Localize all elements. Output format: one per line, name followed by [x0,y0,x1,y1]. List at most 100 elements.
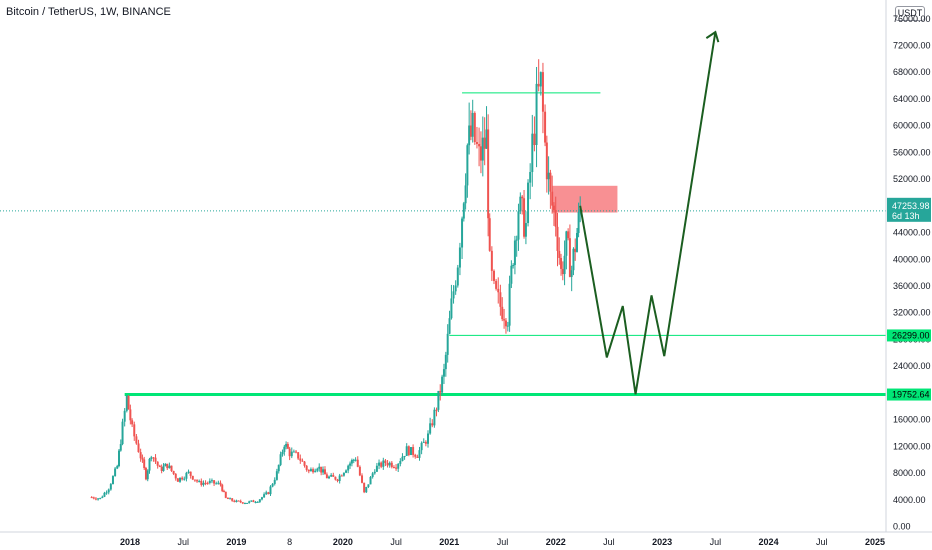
candle-body [478,143,481,147]
y-tick-label: 32000.00 [893,308,931,318]
candle-body [241,502,244,504]
x-tick-label: 2025 [865,537,885,547]
candle-body [473,112,476,143]
candle-body [277,464,280,472]
candle-body [258,499,261,502]
candle-body [556,226,559,251]
candle-body [547,172,550,180]
candle-body [533,133,536,146]
candle-body [397,463,400,469]
supply-zone [552,185,618,213]
candle-body [144,468,147,480]
candle-body [305,465,308,470]
candle-body [114,468,117,477]
candle-body [497,288,500,293]
candle-body [160,467,163,471]
currency-badge[interactable]: USDT [895,6,925,21]
candle-body [283,446,286,453]
candle-body [565,231,568,256]
candle-body [213,480,216,484]
candle-body [123,410,126,422]
candle-body [490,250,493,271]
candle-body [235,500,238,502]
candle-body [401,456,404,462]
candle-body [487,129,490,219]
candle-body [483,137,486,149]
candle-body [328,476,331,479]
candle-body [229,498,232,500]
y-tick-label: 36000.00 [893,281,931,291]
candle-body [198,480,201,482]
candle-body [456,267,459,286]
candle-body [513,240,516,265]
candle-body [399,461,402,464]
y-tick-label: 76000.00 [893,14,931,24]
candle-body [133,424,136,437]
y-axis: 76000.00 72000.00 68000.00 64000.00 60000.00… [885,0,931,532]
candle-body [442,369,445,377]
candle-body [570,270,573,277]
candle-body [416,456,419,458]
candle-body [409,447,412,455]
candle-body [131,420,134,425]
candle-body [435,409,438,411]
candle-body [488,218,491,251]
candle-body [431,423,434,426]
candle-body [405,446,408,456]
x-axis: 2018 Jul 2019 8 2020 Jul 2021 Jul 2022 Jul 2023 Jul… [0,531,932,547]
candle-body [200,480,203,485]
candle-body [191,475,194,480]
candle-body [332,474,335,477]
candle-body [544,111,547,143]
candle-body [181,477,184,480]
candle-body [183,478,186,480]
candle-body [458,247,461,268]
candle-body [479,146,482,161]
candle-body [531,133,534,173]
candle-body [292,451,295,453]
candle-body [576,232,578,252]
candle-body [444,354,447,370]
candle-body [506,325,509,327]
candle-body [545,142,548,180]
candle-body [523,198,526,237]
candle-body [427,433,429,444]
candle-body [256,501,259,503]
candle-body [554,210,557,227]
candle-body [135,436,138,444]
candle-body [204,482,207,484]
candle-body [481,137,484,161]
x-tick-label: Jul [390,537,402,547]
candle-body [146,470,149,480]
candle-body [231,498,234,501]
candle-body [429,423,432,434]
candle-body [414,454,417,457]
candle-body [119,444,122,451]
x-tick-label: 2020 [333,537,353,547]
candle-body [446,333,449,355]
candle-body [170,465,173,471]
candle-body [412,447,415,455]
candle-body [309,469,312,472]
candle-body [314,470,317,473]
candle-body [392,467,395,469]
candle-body [325,474,328,479]
candle-body [356,459,359,467]
candle-body [537,83,540,87]
candle-body [424,441,427,444]
candle-body [116,466,119,469]
candle-body [382,460,385,467]
candle-body [349,463,352,466]
candle-body [189,471,192,476]
candle-body [448,318,451,334]
candle-body [265,492,268,495]
candle-body [552,205,555,211]
x-tick-label: Jul [603,537,615,547]
y-tick-label: 60000.00 [893,121,931,131]
candle-body [475,142,478,144]
plot-area [0,30,886,505]
y-tick-label: 4000.00 [893,495,926,505]
candle-body [263,494,266,498]
candle-body [568,238,571,277]
